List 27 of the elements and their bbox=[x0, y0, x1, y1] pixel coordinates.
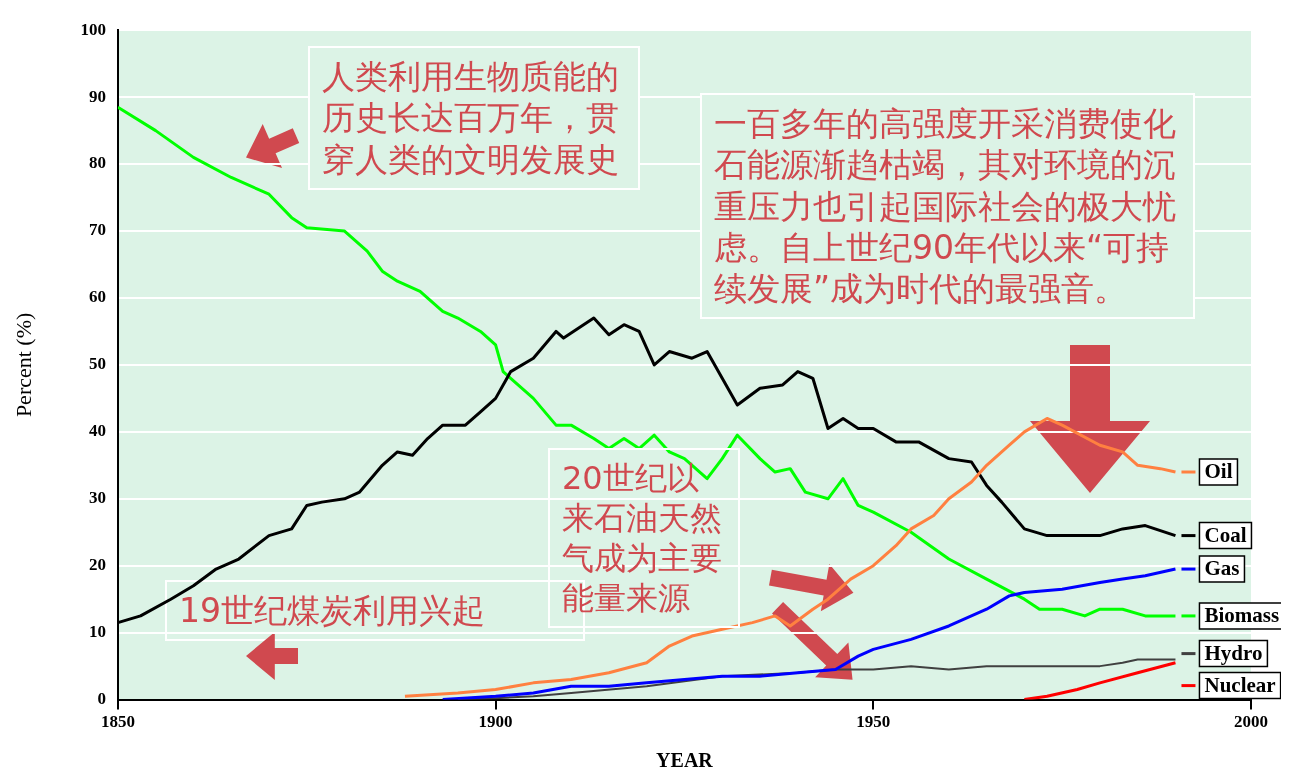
y-tick-label: 100 bbox=[80, 19, 106, 39]
y-tick-label: 0 bbox=[97, 688, 106, 708]
legend-label: Gas bbox=[1204, 556, 1240, 581]
x-tick-label: 1950 bbox=[856, 712, 891, 732]
annotation: 人类利用生物质能的历史长达百万年，贯穿人类的文明发展史 bbox=[308, 46, 640, 190]
y-tick-label: 60 bbox=[88, 287, 106, 307]
y-tick-label: 10 bbox=[88, 622, 106, 642]
y-tick-label: 40 bbox=[88, 421, 106, 441]
y-axis-title: Percent (%) bbox=[10, 312, 36, 418]
y-tick-label: 50 bbox=[88, 354, 106, 374]
y-tick-label: 90 bbox=[88, 86, 106, 106]
x-tick-label: 1900 bbox=[478, 712, 513, 732]
annotation: 20世纪以来石油天然气成为主要能量来源 bbox=[548, 448, 740, 628]
legend-label: Hydro bbox=[1204, 641, 1263, 666]
legend-label: Nuclear bbox=[1204, 673, 1276, 698]
y-tick-label: 80 bbox=[88, 153, 106, 173]
y-tick-label: 20 bbox=[88, 555, 106, 575]
legend-label: Biomass bbox=[1204, 603, 1280, 628]
legend-label: Coal bbox=[1204, 523, 1247, 548]
x-tick-label: 1850 bbox=[100, 712, 135, 732]
y-tick-label: 70 bbox=[88, 220, 106, 240]
x-tick-label: 2000 bbox=[1234, 712, 1268, 732]
annotation: 19世纪煤炭利用兴起 bbox=[179, 591, 485, 630]
y-tick-label: 30 bbox=[88, 488, 106, 508]
legend-label: Oil bbox=[1204, 459, 1233, 484]
x-axis-title: YEAR bbox=[656, 749, 714, 772]
annotation: 一百多年的高强度开采消费使化石能源渐趋枯竭，其对环境的沉重压力也引起国际社会的极大忧虑。自上世纪90年代以来“可持续发展”成为时代的最强音。 bbox=[700, 93, 1195, 320]
